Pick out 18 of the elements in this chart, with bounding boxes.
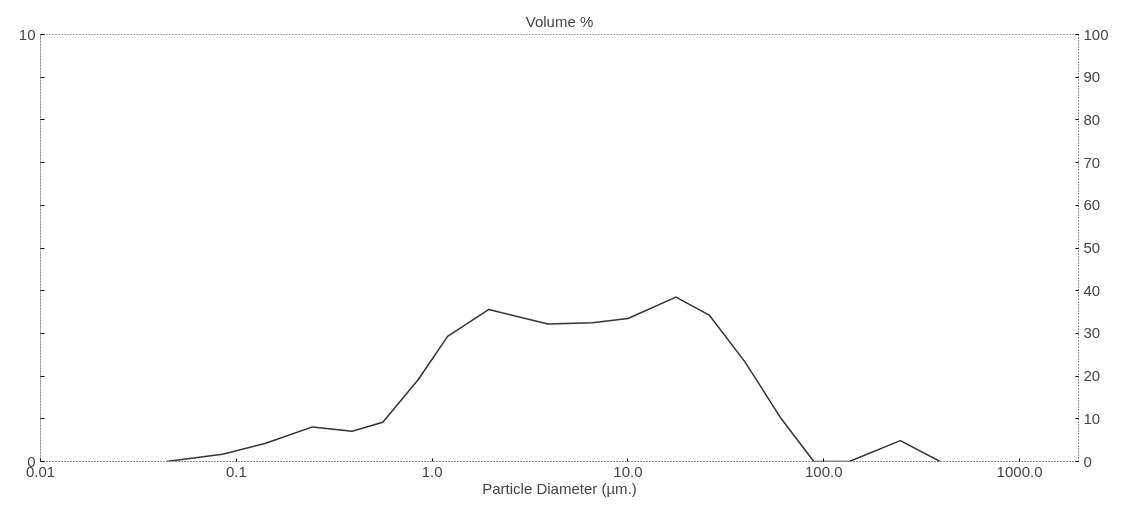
y2-tick-label: 50 xyxy=(1083,239,1101,256)
y2-tick-label: 60 xyxy=(1083,196,1101,214)
x-tick-label: 10.0 xyxy=(613,462,643,480)
y2-tick-label: 90 xyxy=(1083,68,1101,86)
y-axis-title: Volume % xyxy=(525,12,594,30)
y2-tick-label: 70 xyxy=(1083,153,1101,171)
y2-tick-label: 80 xyxy=(1083,110,1101,128)
x-tick-label: 0.1 xyxy=(225,462,247,480)
x-tick-label: 100.0 xyxy=(804,462,843,480)
y2-tick-label: 20 xyxy=(1083,367,1101,385)
y2-tick-label: 40 xyxy=(1083,281,1101,299)
y2-tick-label: 100 xyxy=(1083,25,1109,43)
y2-tick-label: 30 xyxy=(1083,324,1101,342)
x-tick-label: 1000.0 xyxy=(996,462,1043,480)
y2-tick-label: 0 xyxy=(1083,452,1092,470)
x-axis-title: Particle Diameter (µm.) xyxy=(482,479,637,497)
y2-tick-label: 10 xyxy=(1083,409,1101,427)
x-tick-label: 1.0 xyxy=(421,462,443,480)
